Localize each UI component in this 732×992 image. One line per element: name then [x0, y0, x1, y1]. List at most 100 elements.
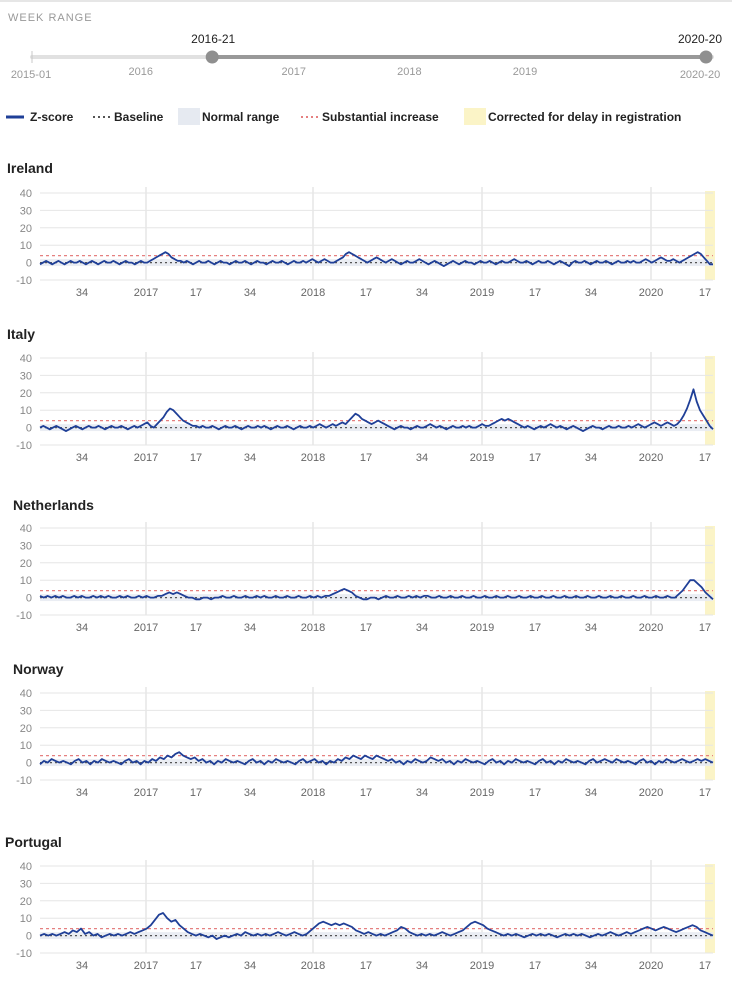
x-tick-label: 2019	[470, 787, 494, 799]
chart-italy: Italy 40 30 20 10 0 -10 34 2017 17 34 2018 17 34 2019…	[0, 320, 732, 470]
legend-corrected-label: Corrected for delay in registration	[488, 110, 681, 124]
y-tick-label: 0	[26, 758, 32, 770]
country-title: Ireland	[7, 160, 53, 176]
x-tick-label: 17	[529, 622, 541, 634]
chart-ireland-plot: 40 30 20 10 0 -10 34 2017 17 34 2018 17 34 2019 17 34 20…	[16, 187, 715, 299]
x-tick-label: 34	[585, 622, 597, 634]
x-tick-label: 17	[360, 452, 372, 464]
y-tick-label: -10	[16, 275, 32, 287]
y-tick-label: 40	[20, 861, 32, 873]
x-tick-label: 17	[529, 452, 541, 464]
x-tick-label: 34	[76, 622, 88, 634]
x-tick-label: 2019	[470, 622, 494, 634]
zscore-series-line	[39, 251, 713, 267]
x-tick-label: 17	[190, 287, 202, 299]
x-tick-label: 34	[585, 287, 597, 299]
x-tick-label: 2018	[301, 452, 325, 464]
legend-substantial-increase-label: Substantial increase	[322, 110, 439, 124]
x-tick-label: 17	[699, 452, 711, 464]
y-tick-label: 30	[20, 370, 32, 382]
corrected-delay-band	[705, 356, 715, 445]
x-tick-label: 2020	[639, 622, 663, 634]
x-tick-label: 17	[699, 960, 711, 972]
x-tick-label: 34	[76, 960, 88, 972]
x-tick-label: 34	[416, 622, 428, 634]
x-tick-label: 2017	[134, 452, 158, 464]
x-tick-label: 2019	[470, 960, 494, 972]
y-tick-label: 40	[20, 353, 32, 365]
zscore-series-line	[39, 912, 714, 940]
y-tick-label: -10	[16, 610, 32, 622]
y-tick-label: 40	[20, 688, 32, 700]
y-tick-label: 40	[20, 523, 32, 535]
slider-selected-start: 2016-21	[191, 32, 235, 46]
chart-norway: Norway 40 30 20 10 0 -10 34 2017 17 34 2018 17 34 201…	[0, 655, 732, 805]
week-range-slider[interactable]: 2016-21 2020-20 2015-01 2020-20 2016 2017…	[0, 26, 732, 86]
y-tick-label: -10	[16, 440, 32, 452]
slider-year-label: 2016	[129, 66, 153, 78]
corrected-delay-band	[705, 191, 715, 280]
y-tick-label: 20	[20, 896, 32, 908]
zscore-series-line	[39, 751, 714, 766]
top-divider	[0, 0, 732, 2]
y-tick-label: 20	[20, 388, 32, 400]
x-tick-label: 2017	[134, 787, 158, 799]
x-tick-label: 34	[585, 452, 597, 464]
zscore-series-line	[39, 579, 714, 601]
slider-selected-end: 2020-20	[678, 32, 722, 46]
country-title: Italy	[7, 326, 36, 342]
x-tick-label: 34	[244, 452, 256, 464]
slider-year-label: 2018	[397, 66, 421, 78]
chart-italy-plot: 40 30 20 10 0 -10 34 2017 17 34 2018 17 34 2019 17 34 20…	[16, 352, 715, 464]
y-tick-label: 0	[26, 258, 32, 270]
x-tick-label: 17	[529, 960, 541, 972]
y-tick-label: 0	[26, 931, 32, 943]
y-tick-label: 10	[20, 740, 32, 752]
x-tick-label: 17	[699, 622, 711, 634]
x-tick-label: 17	[190, 960, 202, 972]
zscore-series-line	[39, 388, 714, 432]
x-tick-label: 17	[190, 787, 202, 799]
x-tick-label: 2018	[301, 287, 325, 299]
y-tick-label: 30	[20, 540, 32, 552]
x-tick-label: 17	[190, 622, 202, 634]
slider-end-label: 2020-20	[680, 69, 720, 81]
x-tick-label: 17	[190, 452, 202, 464]
y-tick-label: 20	[20, 723, 32, 735]
x-tick-label: 2019	[470, 452, 494, 464]
y-tick-label: 40	[20, 188, 32, 200]
x-tick-label: 2017	[134, 287, 158, 299]
slider-end-handle[interactable]	[699, 50, 713, 64]
slider-year-label: 2019	[513, 66, 537, 78]
x-tick-label: 34	[416, 787, 428, 799]
x-tick-label: 34	[585, 787, 597, 799]
legend-normal-range-label: Normal range	[202, 110, 280, 124]
corrected-delay-band	[705, 691, 715, 780]
x-tick-label: 2020	[639, 787, 663, 799]
x-tick-label: 34	[585, 960, 597, 972]
y-tick-label: 0	[26, 423, 32, 435]
slider-start-label: 2015-01	[11, 69, 51, 81]
chart-netherlands-plot: 40 30 20 10 0 -10 34 2017 17 34 2018 17 34 2019 17 34 20…	[16, 522, 715, 634]
week-range-title: WEEK RANGE	[8, 12, 93, 24]
chart-ireland: Ireland 40 30 20 10 0 -10 34 2017 17 34 2018 17 34 20…	[0, 155, 732, 305]
x-tick-label: 2020	[639, 287, 663, 299]
slider-start-handle[interactable]	[205, 50, 219, 64]
chart-portugal: Portugal 40 30 20 10 0 -10 34 2017 17 34 2018 17 34 2…	[0, 828, 732, 978]
x-tick-label: 2020	[639, 452, 663, 464]
chart-portugal-plot: 40 30 20 10 0 -10 34 2017 17 34 2018 17 34 2019 17 34 20…	[16, 860, 715, 972]
chart-netherlands: Netherlands 40 30 20 10 0 -10 34 2017 17 34 2018 17…	[0, 490, 732, 640]
x-tick-label: 17	[529, 787, 541, 799]
x-tick-label: 17	[360, 622, 372, 634]
x-tick-label: 34	[76, 787, 88, 799]
x-tick-label: 2017	[134, 960, 158, 972]
legend-corrected-swatch	[464, 108, 486, 125]
chart-norway-plot: 40 30 20 10 0 -10 34 2017 17 34 2018 17 34 2019 17 34 20…	[16, 687, 715, 799]
x-tick-label: 2019	[470, 287, 494, 299]
y-tick-label: 10	[20, 913, 32, 925]
country-title: Norway	[13, 661, 64, 677]
x-tick-label: 34	[416, 960, 428, 972]
x-tick-label: 17	[360, 287, 372, 299]
x-tick-label: 17	[699, 787, 711, 799]
legend-zscore-label: Z-score	[30, 110, 74, 124]
